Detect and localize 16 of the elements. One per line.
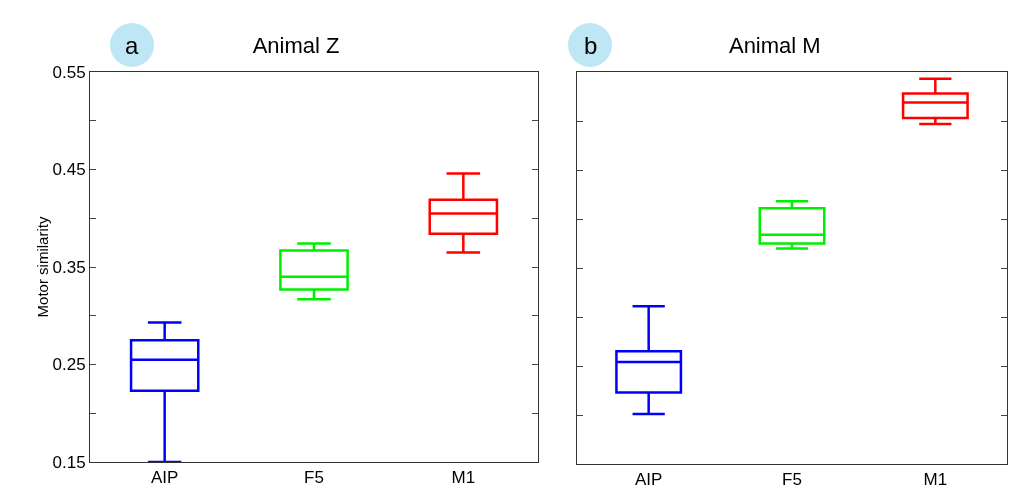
y-tick-label: 0.25 (52, 355, 86, 375)
x-tick-label: AIP (150, 468, 179, 488)
chart-title: Animal Z (252, 32, 340, 58)
y-tick-label: 0.15 (52, 452, 86, 472)
x-tick-label: F5 (304, 468, 324, 488)
x-tick-label: F5 (782, 470, 802, 490)
y-tick-label: 0.45 (52, 160, 86, 180)
y-axis-title: Motor similarity (33, 216, 51, 318)
y-tick-label: 0.35 (52, 257, 86, 277)
x-tick-label: M1 (451, 468, 476, 488)
chart-title: Animal M (728, 32, 821, 58)
text: a (125, 32, 139, 59)
y-tick-label: 0.55 (52, 62, 86, 82)
x-tick-label: AIP (634, 470, 663, 490)
text: b (584, 32, 598, 59)
x-tick-label: M1 (923, 470, 948, 490)
